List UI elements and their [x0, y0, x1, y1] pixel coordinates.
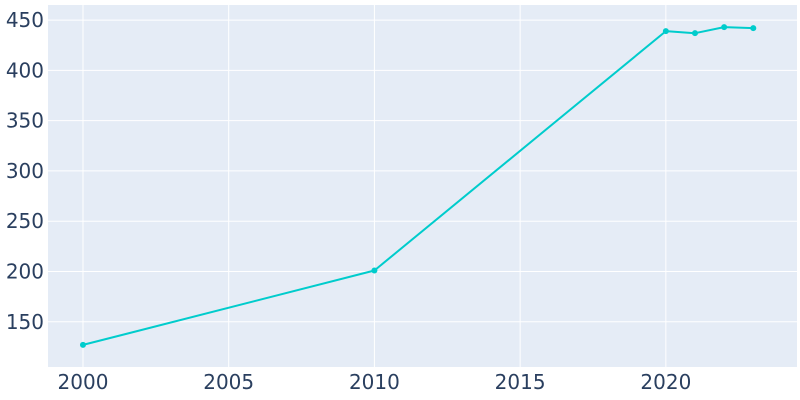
data-point [79, 341, 86, 348]
x-tick-label: 2000 [58, 370, 109, 394]
data-point [371, 267, 378, 274]
grid-lines [48, 5, 797, 367]
y-tick-label: 200 [6, 259, 44, 283]
x-axis-ticks: 2000 2005 2010 2015 2020 [58, 370, 692, 394]
plot-area [48, 5, 797, 367]
y-tick-label: 400 [6, 58, 44, 82]
y-tick-label: 250 [6, 209, 44, 233]
data-point [750, 25, 757, 32]
series-line [82, 26, 754, 346]
x-tick-label: 2015 [495, 370, 546, 394]
y-axis-ticks: 150 200 250 300 350 400 450 [6, 8, 44, 334]
x-tick-label: 2005 [203, 370, 254, 394]
data-point [662, 28, 669, 35]
y-tick-label: 300 [6, 159, 44, 183]
y-tick-label: 150 [6, 310, 44, 334]
data-point [691, 30, 698, 37]
series-group [79, 24, 757, 348]
x-tick-label: 2010 [349, 370, 400, 394]
x-tick-label: 2020 [640, 370, 691, 394]
data-point [721, 24, 728, 31]
y-tick-label: 350 [6, 109, 44, 133]
y-tick-label: 450 [6, 8, 44, 32]
